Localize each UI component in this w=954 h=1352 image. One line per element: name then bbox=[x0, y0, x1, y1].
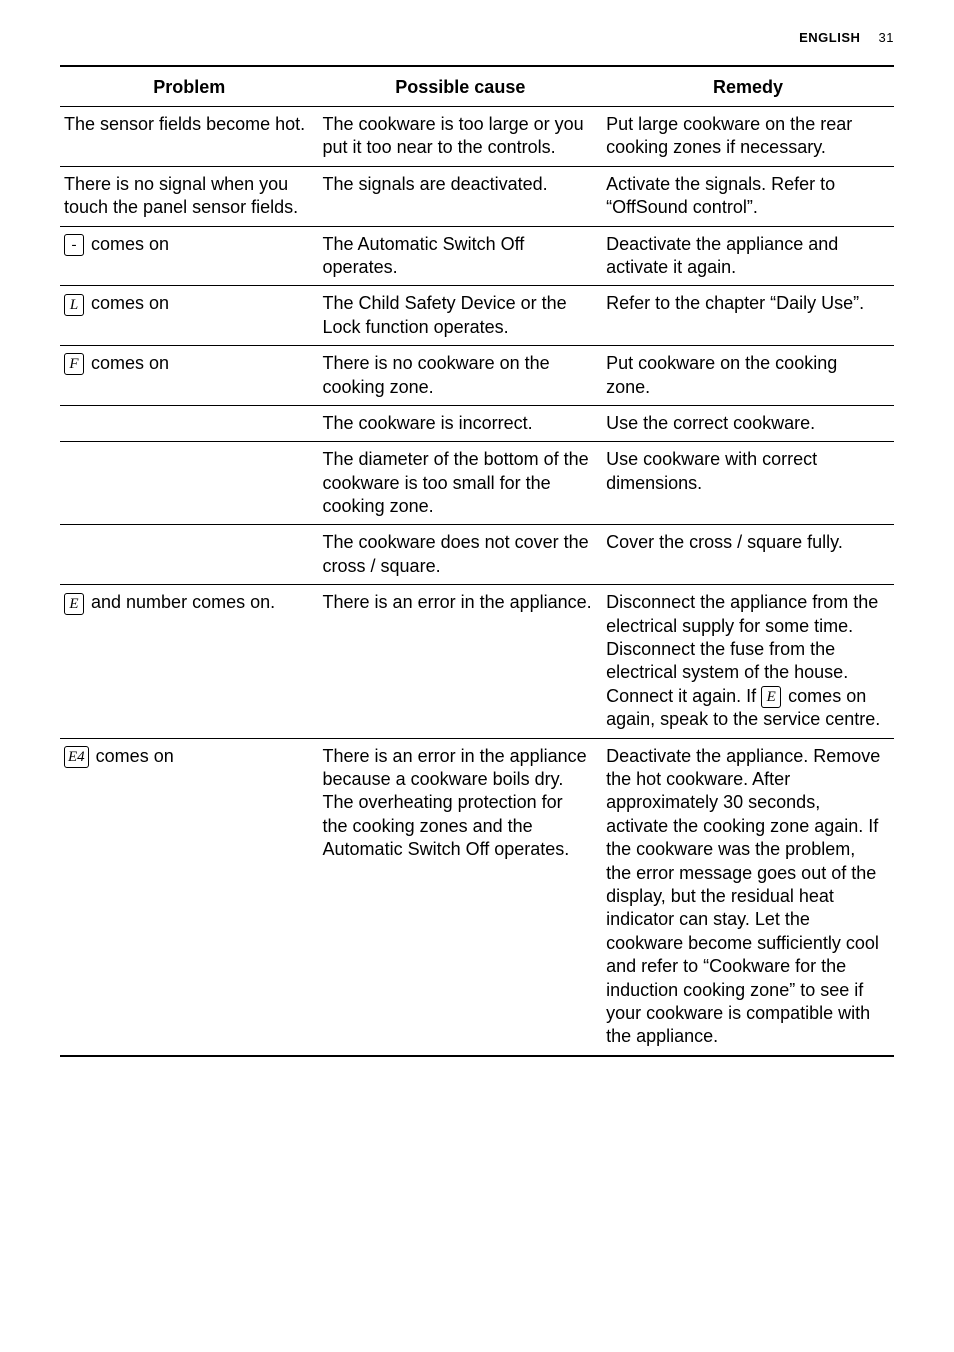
cell-cause: The diameter of the bottom of the cookwa… bbox=[319, 442, 603, 525]
table-row: E and number comes on.There is an error … bbox=[60, 585, 894, 738]
cell-cause: There is an error in the appliance becau… bbox=[319, 738, 603, 1056]
cell-remedy: Deactivate the appliance. Remove the hot… bbox=[602, 738, 894, 1056]
cell-remedy: Deactivate the appliance and activate it… bbox=[602, 226, 894, 286]
troubleshooting-table: Problem Possible cause Remedy The sensor… bbox=[60, 65, 894, 1057]
table-header-row: Problem Possible cause Remedy bbox=[60, 66, 894, 107]
cell-cause: The Child Safety Device or the Lock func… bbox=[319, 286, 603, 346]
cell-problem bbox=[60, 525, 319, 585]
language-label: ENGLISH bbox=[799, 30, 860, 45]
table-row: The diameter of the bottom of the cookwa… bbox=[60, 442, 894, 525]
cell-remedy: Use the correct cookware. bbox=[602, 405, 894, 441]
cell-remedy: Cover the cross / square fully. bbox=[602, 525, 894, 585]
cell-remedy: Put cookware on the cooking zone. bbox=[602, 346, 894, 406]
table-row: - comes onThe Automatic Switch Off opera… bbox=[60, 226, 894, 286]
cell-problem: F comes on bbox=[60, 346, 319, 406]
cell-problem: E and number comes on. bbox=[60, 585, 319, 738]
cell-cause: The cookware is incorrect. bbox=[319, 405, 603, 441]
cell-problem bbox=[60, 405, 319, 441]
cell-cause: The signals are deactivated. bbox=[319, 166, 603, 226]
table-body: The sensor fields become hot.The cookwar… bbox=[60, 107, 894, 1056]
cell-problem: - comes on bbox=[60, 226, 319, 286]
cell-remedy: Refer to the chapter “Daily Use”. bbox=[602, 286, 894, 346]
cell-remedy: Put large cookware on the rear cooking z… bbox=[602, 107, 894, 167]
cell-problem bbox=[60, 442, 319, 525]
page-header: ENGLISH 31 bbox=[60, 30, 894, 45]
table-row: The cookware does not cover the cross / … bbox=[60, 525, 894, 585]
cell-cause: There is an error in the appliance. bbox=[319, 585, 603, 738]
table-row: The cookware is incorrect.Use the correc… bbox=[60, 405, 894, 441]
header-cause: Possible cause bbox=[319, 66, 603, 107]
header-remedy: Remedy bbox=[602, 66, 894, 107]
cell-cause: The cookware does not cover the cross / … bbox=[319, 525, 603, 585]
cell-problem: E4 comes on bbox=[60, 738, 319, 1056]
cell-problem: L comes on bbox=[60, 286, 319, 346]
header-problem: Problem bbox=[60, 66, 319, 107]
cell-cause: There is no cookware on the cooking zone… bbox=[319, 346, 603, 406]
cell-remedy: Disconnect the appliance from the electr… bbox=[602, 585, 894, 738]
cell-remedy: Use cookware with correct dimensions. bbox=[602, 442, 894, 525]
table-row: There is no signal when you touch the pa… bbox=[60, 166, 894, 226]
table-row: E4 comes onThere is an error in the appl… bbox=[60, 738, 894, 1056]
page-number: 31 bbox=[879, 30, 894, 45]
table-row: F comes onThere is no cookware on the co… bbox=[60, 346, 894, 406]
cell-problem: There is no signal when you touch the pa… bbox=[60, 166, 319, 226]
cell-cause: The Automatic Switch Off operates. bbox=[319, 226, 603, 286]
table-row: The sensor fields become hot.The cookwar… bbox=[60, 107, 894, 167]
table-row: L comes onThe Child Safety Device or the… bbox=[60, 286, 894, 346]
cell-cause: The cookware is too large or you put it … bbox=[319, 107, 603, 167]
cell-problem: The sensor fields become hot. bbox=[60, 107, 319, 167]
cell-remedy: Activate the signals. Refer to “OffSound… bbox=[602, 166, 894, 226]
